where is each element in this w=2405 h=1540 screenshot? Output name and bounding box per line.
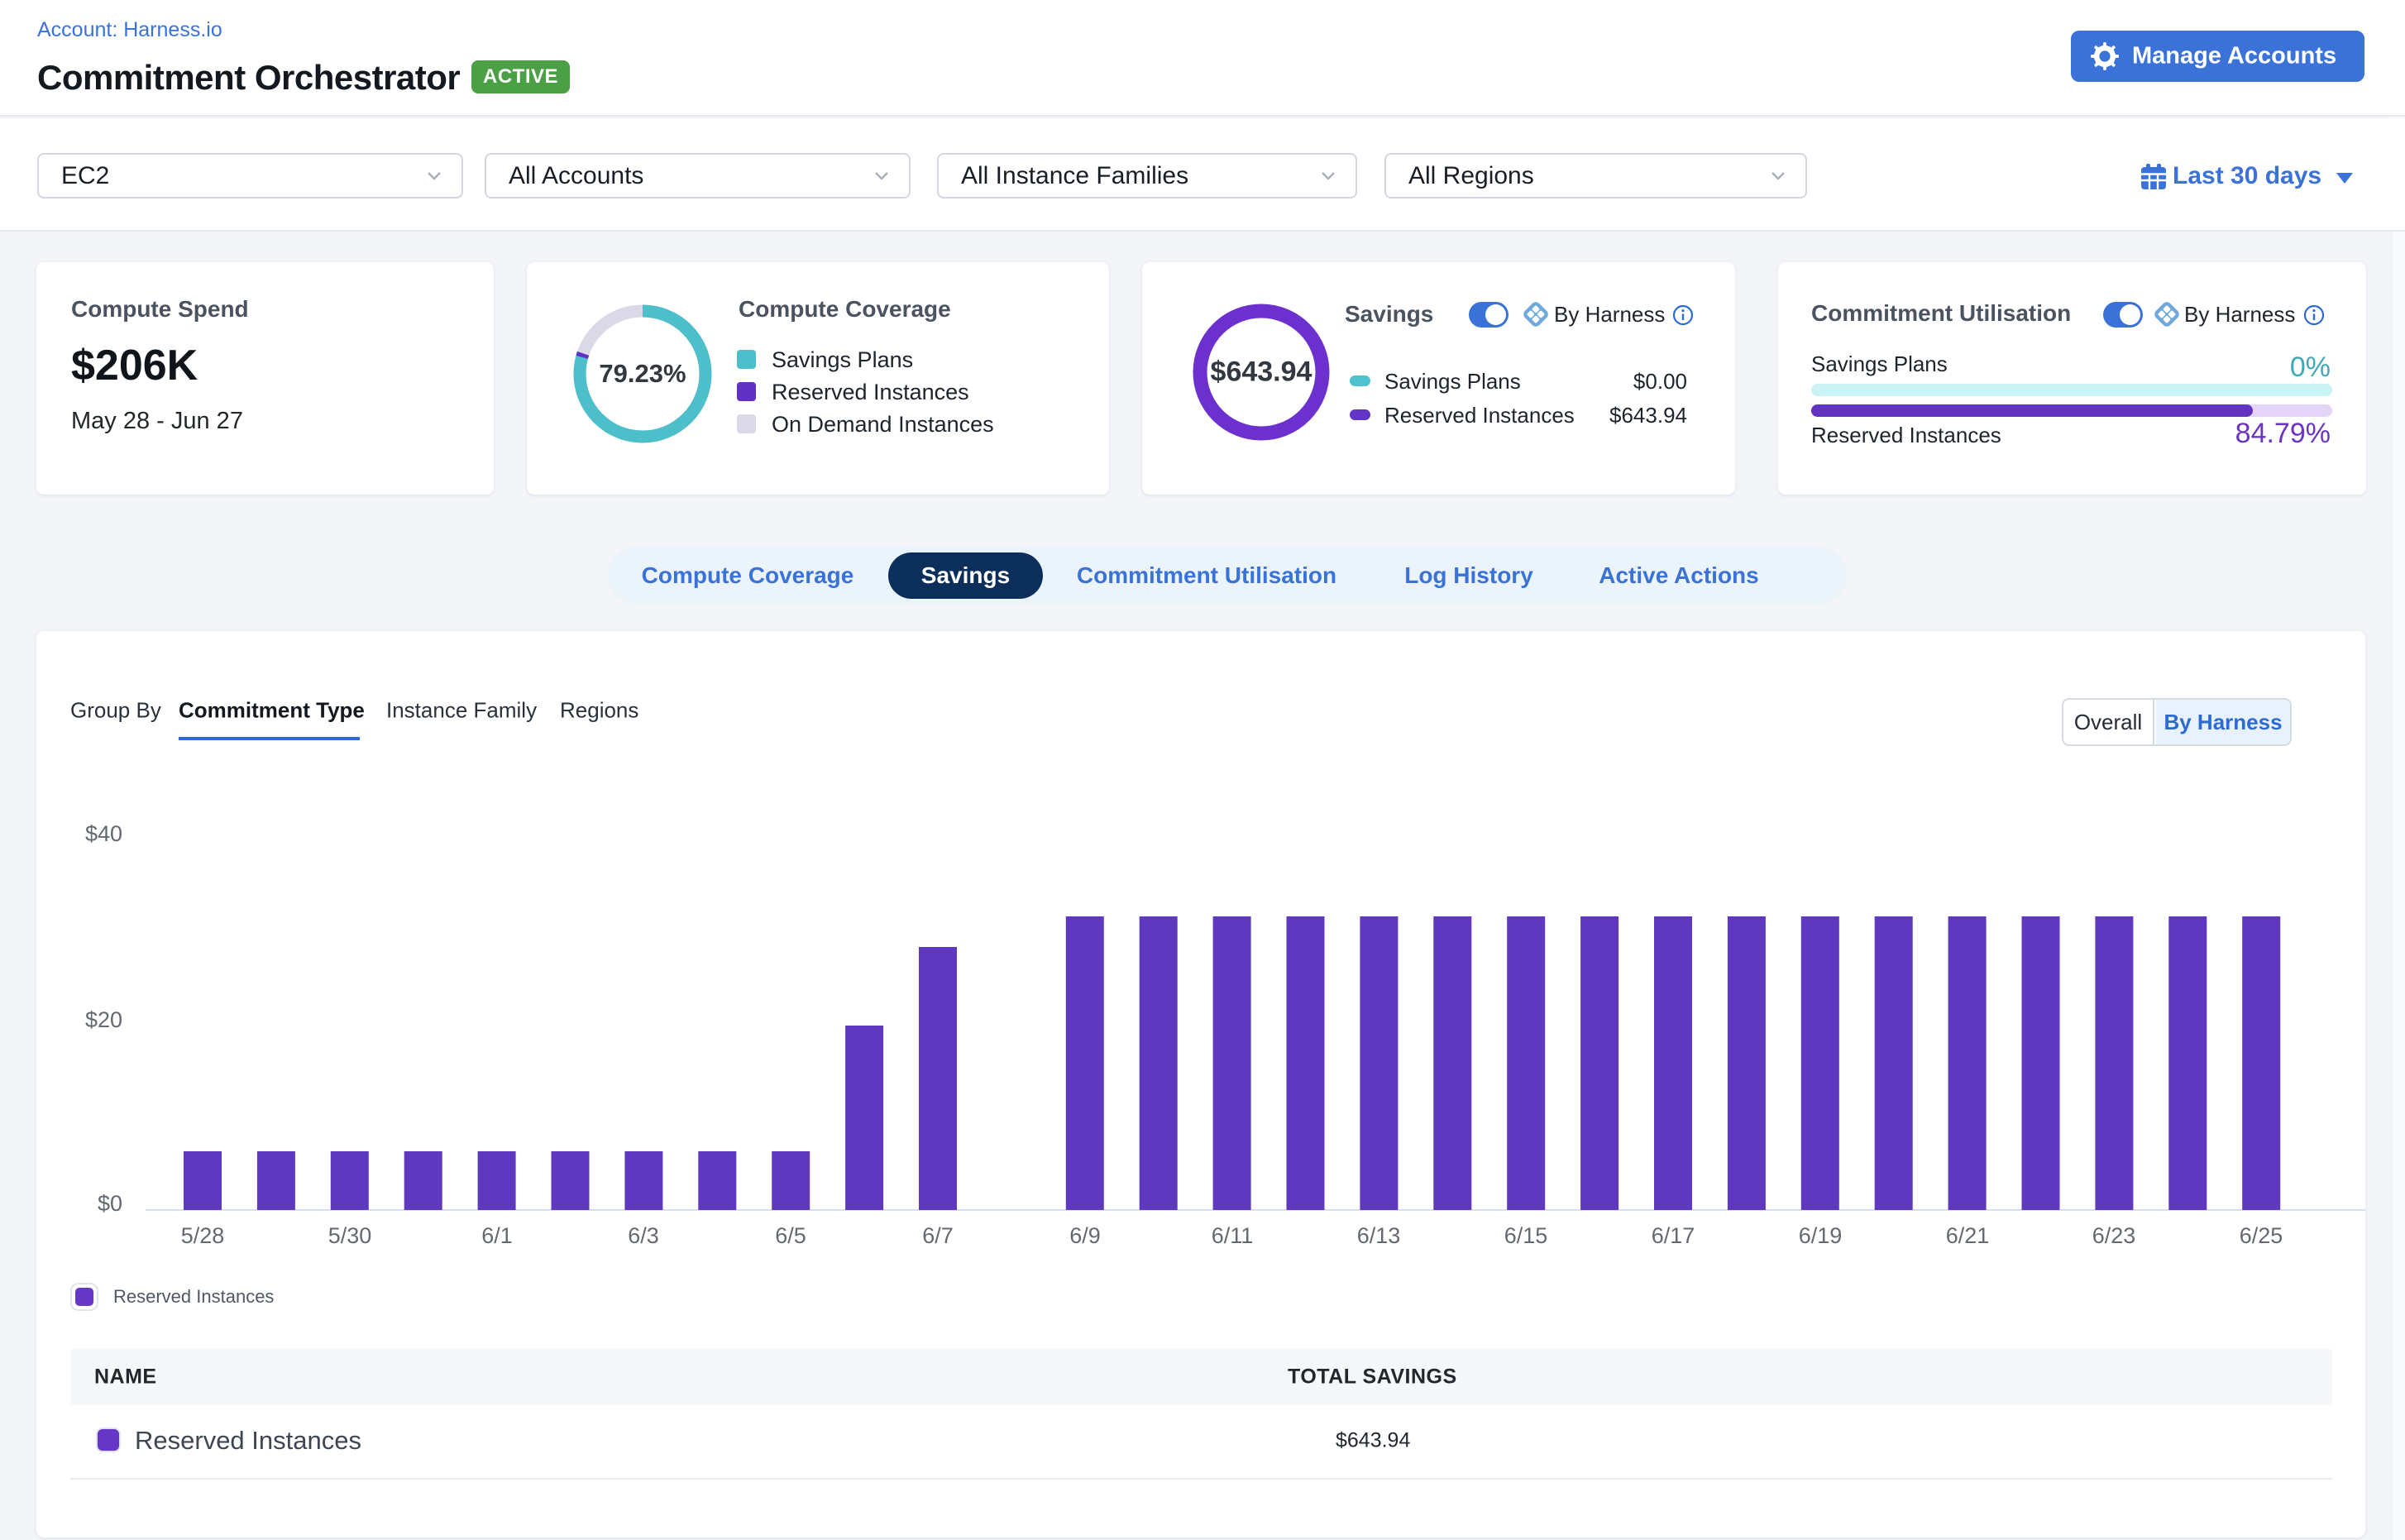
svg-text:6/25: 6/25 (2240, 1223, 2283, 1248)
svg-text:$40: $40 (85, 821, 122, 846)
svg-text:$20: $20 (85, 1007, 122, 1032)
svg-text:6/9: 6/9 (1069, 1223, 1101, 1248)
svg-text:6/3: 6/3 (628, 1223, 659, 1248)
svg-text:6/1: 6/1 (481, 1223, 513, 1248)
svg-text:6/19: 6/19 (1799, 1223, 1843, 1248)
svg-text:6/5: 6/5 (775, 1223, 806, 1248)
svg-text:$0: $0 (98, 1191, 122, 1216)
svg-text:6/7: 6/7 (922, 1223, 954, 1248)
svg-text:6/23: 6/23 (2092, 1223, 2136, 1248)
svg-text:6/15: 6/15 (1504, 1223, 1548, 1248)
svg-text:6/13: 6/13 (1357, 1223, 1401, 1248)
svg-text:5/30: 5/30 (328, 1223, 372, 1248)
svg-text:6/11: 6/11 (1212, 1223, 1254, 1248)
svg-text:6/21: 6/21 (1946, 1223, 1990, 1248)
svg-text:5/28: 5/28 (181, 1223, 225, 1248)
svg-text:6/17: 6/17 (1652, 1223, 1695, 1248)
